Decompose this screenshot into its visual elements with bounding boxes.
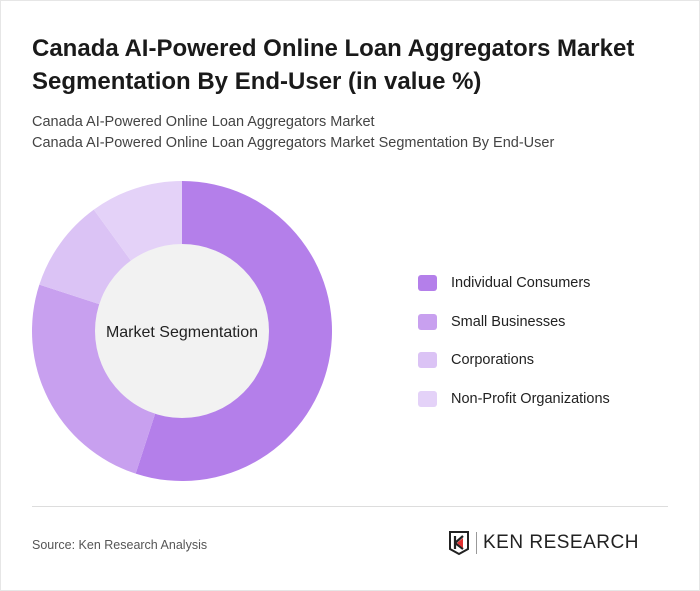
legend-swatch bbox=[418, 390, 437, 407]
legend-label: Non-Profit Organizations bbox=[451, 390, 610, 407]
source-note: Source: Ken Research Analysis bbox=[32, 538, 208, 552]
legend-swatch bbox=[418, 352, 437, 369]
divider bbox=[32, 506, 668, 507]
subtitle-line-2: Canada AI-Powered Online Loan Aggregator… bbox=[32, 135, 555, 151]
donut-center bbox=[95, 244, 269, 418]
legend-item: Small Businesses bbox=[418, 303, 610, 342]
ken-research-logo: KEN RESEARCH bbox=[448, 530, 639, 556]
legend-item: Corporations bbox=[418, 341, 610, 380]
legend-item: Individual Consumers bbox=[418, 264, 610, 303]
legend-item: Non-Profit Organizations bbox=[418, 380, 610, 419]
legend-label: Corporations bbox=[451, 352, 535, 369]
legend-label: Small Businesses bbox=[451, 313, 566, 330]
legend-label: Individual Consumers bbox=[451, 275, 591, 292]
center-label: Market Segmentation bbox=[106, 324, 258, 341]
logo-text: KEN RESEARCH bbox=[483, 532, 639, 553]
legend-swatch bbox=[418, 313, 437, 330]
logo-emblem-icon bbox=[449, 531, 469, 556]
legend: Individual Consumers Small Businesses Corp… bbox=[418, 264, 610, 418]
chart-title: Canada AI-Powered Online Loan Aggregator… bbox=[32, 35, 635, 95]
legend-swatch bbox=[418, 275, 437, 292]
subtitle-line-1: Canada AI-Powered Online Loan Aggregator… bbox=[32, 114, 375, 130]
donut-chart: Market Segmentation bbox=[32, 181, 332, 481]
